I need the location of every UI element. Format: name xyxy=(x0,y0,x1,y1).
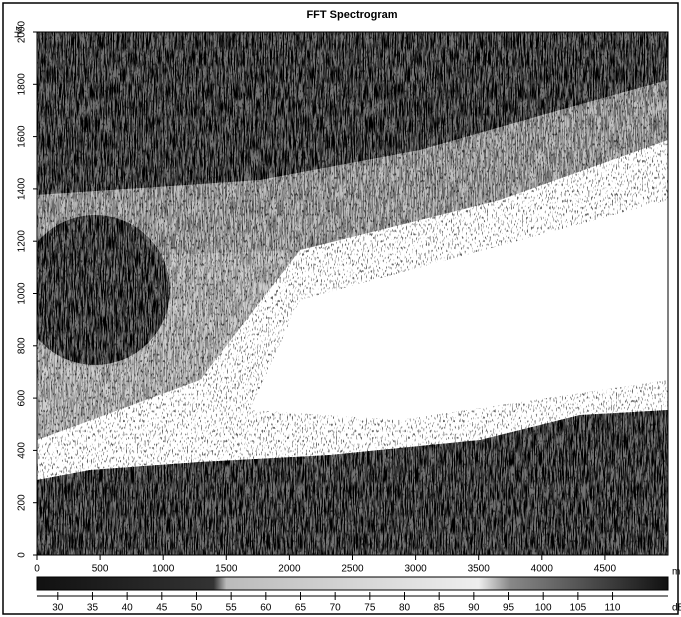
colorbar-tick-label: 105 xyxy=(570,603,587,614)
colorbar-tick-label: 80 xyxy=(399,603,411,614)
colorbar-unit: dB xyxy=(672,603,681,614)
y-tick-label: 600 xyxy=(17,389,28,406)
colorbar xyxy=(37,577,668,590)
y-tick-label: 1400 xyxy=(17,177,28,200)
y-tick-label: 1000 xyxy=(17,282,28,305)
y-tick-label: 0 xyxy=(17,552,28,558)
x-tick-label: 4000 xyxy=(531,564,554,575)
colorbar-tick-label: 110 xyxy=(605,603,621,614)
x-tick-label: 3000 xyxy=(404,564,427,575)
colorbar-tick-label: 35 xyxy=(87,603,99,614)
y-tick-label: 1200 xyxy=(17,230,28,253)
colorbar-tick-label: 65 xyxy=(295,603,307,614)
colorbar-tick-label: 100 xyxy=(535,603,552,614)
x-unit: m xyxy=(672,567,680,578)
y-tick-label: 400 xyxy=(17,442,28,459)
y-tick-label: 1600 xyxy=(17,125,28,148)
x-tick-label: 4500 xyxy=(594,564,617,575)
colorbar-tick-label: 30 xyxy=(52,603,64,614)
colorbar-tick-label: 45 xyxy=(156,603,168,614)
spectrogram-image xyxy=(37,32,668,555)
x-tick-label: 3500 xyxy=(468,564,491,575)
colorbar-tick-label: 50 xyxy=(191,603,203,614)
x-tick-label: 0 xyxy=(34,564,40,575)
x-tick-label: 2500 xyxy=(341,564,364,575)
y-tick-label: 1800 xyxy=(17,73,28,96)
x-tick-label: 2000 xyxy=(278,564,301,575)
y-tick-label: 800 xyxy=(17,337,28,354)
x-tick-label: 1500 xyxy=(215,564,238,575)
colorbar-tick-label: 85 xyxy=(434,603,446,614)
colorbar-tick-label: 70 xyxy=(330,603,342,614)
colorbar-tick-label: 90 xyxy=(468,603,480,614)
colorbar-tick-label: 95 xyxy=(503,603,515,614)
colorbar-tick-label: 55 xyxy=(226,603,238,614)
colorbar-tick-label: 60 xyxy=(260,603,272,614)
y-tick-label: 2000 xyxy=(17,20,28,43)
x-tick-label: 1000 xyxy=(152,564,175,575)
chart-title: FFT Spectrogram xyxy=(306,9,397,21)
colorbar-tick-label: 40 xyxy=(122,603,134,614)
x-tick-label: 500 xyxy=(92,564,109,575)
spectrogram-window: FFT Spectrogram Hz m dB 0200400600800100… xyxy=(0,0,681,617)
y-tick-label: 200 xyxy=(17,494,28,511)
colorbar-tick-label: 75 xyxy=(364,603,376,614)
